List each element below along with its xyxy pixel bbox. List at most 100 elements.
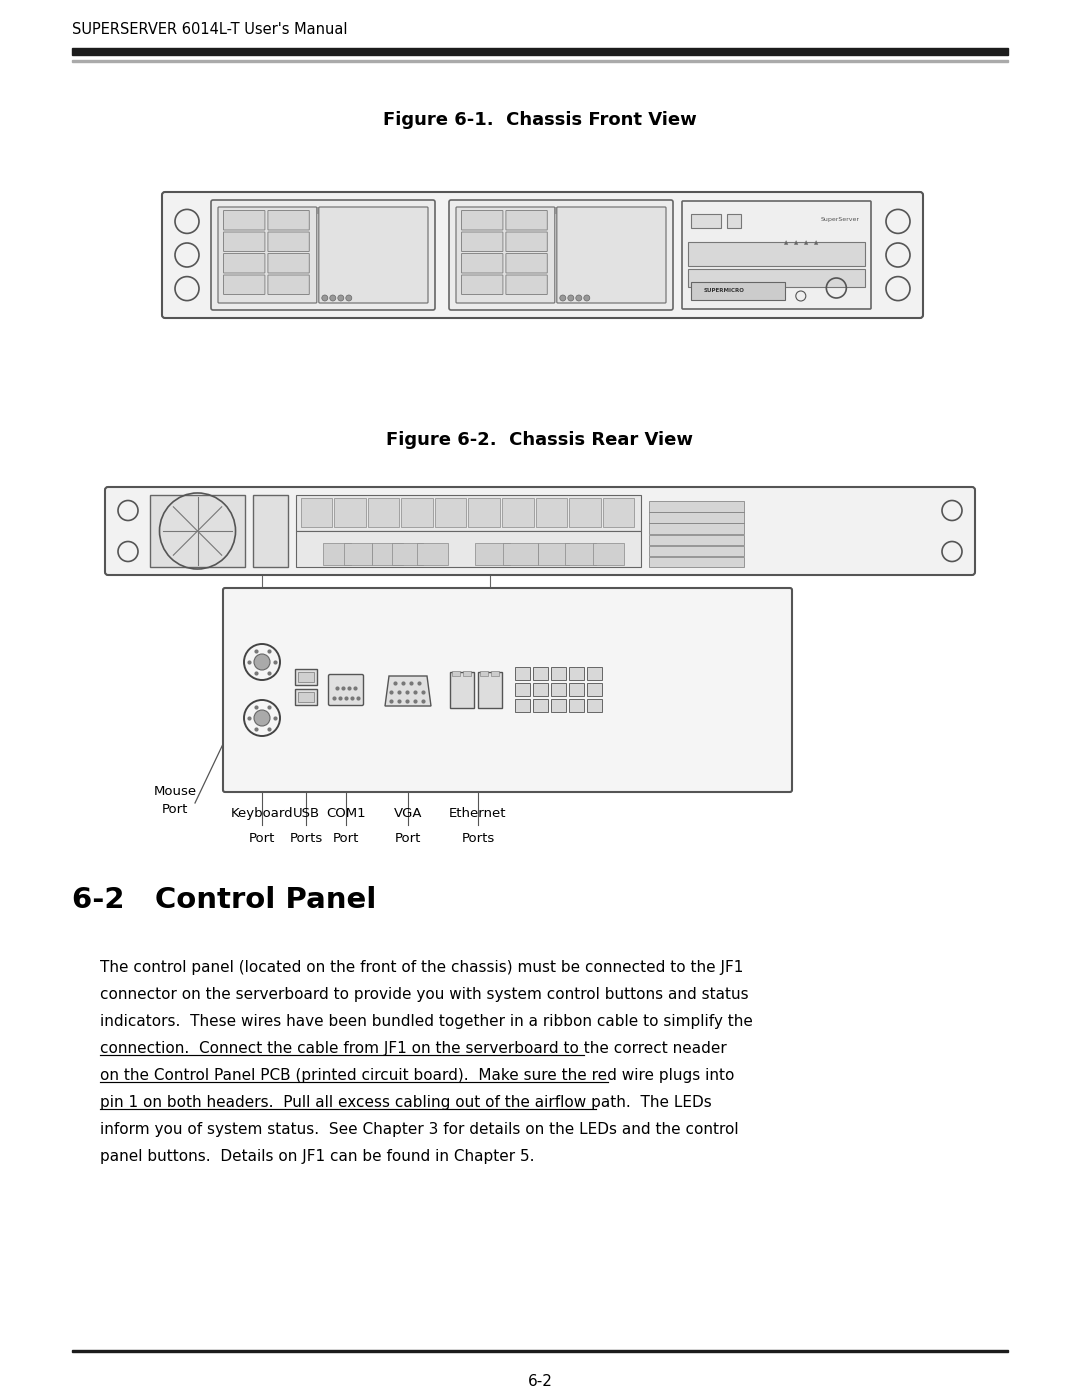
Bar — [515, 683, 530, 696]
FancyBboxPatch shape — [224, 211, 265, 231]
Bar — [727, 214, 741, 228]
Text: VGA: VGA — [394, 807, 422, 820]
Text: panel buttons.  Details on JF1 can be found in Chapter 5.: panel buttons. Details on JF1 can be fou… — [100, 1148, 535, 1164]
FancyBboxPatch shape — [328, 675, 364, 705]
FancyBboxPatch shape — [557, 207, 666, 303]
Circle shape — [568, 295, 573, 300]
Bar — [480, 671, 488, 676]
Bar — [688, 242, 865, 265]
Text: 6-2   Control Panel: 6-2 Control Panel — [72, 886, 376, 914]
Bar — [569, 497, 600, 527]
Text: USB: USB — [293, 807, 320, 820]
Circle shape — [346, 295, 352, 300]
Text: Port: Port — [162, 803, 188, 816]
FancyBboxPatch shape — [268, 253, 309, 272]
Text: inform you of system status.  See Chapter 3 for details on the LEDs and the cont: inform you of system status. See Chapter… — [100, 1122, 739, 1137]
Bar — [515, 698, 530, 712]
Bar — [491, 671, 499, 676]
Text: Sumul: Sumul — [534, 207, 558, 217]
Text: Port: Port — [395, 833, 421, 845]
Bar — [323, 543, 351, 564]
FancyBboxPatch shape — [211, 200, 435, 310]
Bar — [536, 497, 567, 527]
Text: ▲: ▲ — [813, 240, 818, 244]
Bar — [417, 543, 448, 564]
Bar — [534, 683, 548, 696]
Bar — [588, 698, 602, 712]
Bar — [298, 692, 314, 703]
Circle shape — [322, 295, 328, 300]
Bar — [551, 698, 566, 712]
Text: COM1: COM1 — [326, 807, 366, 820]
Text: Mouse: Mouse — [153, 785, 197, 798]
Bar — [469, 497, 500, 527]
FancyBboxPatch shape — [505, 253, 548, 272]
Bar — [565, 543, 596, 564]
FancyBboxPatch shape — [222, 588, 792, 792]
Bar — [538, 543, 569, 564]
FancyBboxPatch shape — [218, 207, 316, 303]
FancyBboxPatch shape — [449, 200, 673, 310]
FancyBboxPatch shape — [268, 232, 309, 251]
Bar — [688, 268, 865, 286]
FancyBboxPatch shape — [461, 253, 503, 272]
Bar — [534, 666, 548, 680]
Bar — [296, 495, 642, 531]
Bar — [345, 543, 372, 564]
Bar — [649, 557, 744, 567]
FancyBboxPatch shape — [224, 253, 265, 272]
FancyBboxPatch shape — [505, 211, 548, 231]
Bar — [372, 543, 403, 564]
Text: ▲: ▲ — [794, 240, 798, 244]
Bar — [649, 546, 744, 556]
FancyBboxPatch shape — [461, 275, 503, 295]
Bar — [649, 524, 744, 534]
Text: Port: Port — [333, 833, 360, 845]
Text: Ethernet: Ethernet — [449, 807, 507, 820]
Text: indicators.  These wires have been bundled together in a ribbon cable to simplif: indicators. These wires have been bundle… — [100, 1014, 753, 1030]
Text: The control panel (located on the front of the chassis) must be connected to the: The control panel (located on the front … — [100, 960, 743, 975]
Bar — [367, 497, 400, 527]
Bar — [551, 666, 566, 680]
Text: ▲: ▲ — [804, 240, 808, 244]
Text: connection.  Connect the cable from JF1 on the serverboard to the correct neader: connection. Connect the cable from JF1 o… — [100, 1041, 727, 1056]
Text: ▲: ▲ — [784, 240, 788, 244]
Text: SuperServer: SuperServer — [821, 218, 860, 222]
Bar — [569, 666, 584, 680]
Circle shape — [254, 710, 270, 726]
Bar — [569, 683, 584, 696]
Text: on the Control Panel PCB (printed circuit board).  Make sure the red wire plugs : on the Control Panel PCB (printed circui… — [100, 1067, 734, 1083]
Circle shape — [576, 295, 582, 300]
Bar — [392, 543, 423, 564]
Circle shape — [254, 654, 270, 671]
Text: Ports: Ports — [289, 833, 323, 845]
Bar — [515, 666, 530, 680]
Bar — [502, 497, 534, 527]
Text: pin 1 on both headers.  Pull all excess cabling out of the airflow path.  The LE: pin 1 on both headers. Pull all excess c… — [100, 1095, 712, 1111]
FancyBboxPatch shape — [268, 211, 309, 231]
Bar — [435, 497, 467, 527]
Circle shape — [559, 295, 566, 300]
Text: Sumul: Sumul — [296, 207, 320, 217]
FancyBboxPatch shape — [461, 232, 503, 251]
Bar — [649, 502, 744, 511]
FancyBboxPatch shape — [461, 211, 503, 231]
FancyBboxPatch shape — [162, 191, 923, 319]
Circle shape — [338, 295, 343, 300]
Bar — [450, 672, 474, 708]
Bar — [475, 543, 510, 564]
Bar — [691, 214, 721, 228]
Bar — [593, 543, 624, 564]
Bar — [296, 531, 642, 567]
FancyBboxPatch shape — [456, 207, 555, 303]
Circle shape — [329, 295, 336, 300]
Bar — [478, 672, 502, 708]
Bar — [463, 671, 471, 676]
Bar — [691, 282, 784, 300]
Text: Keyboard: Keyboard — [231, 807, 294, 820]
Bar — [298, 672, 314, 682]
FancyBboxPatch shape — [224, 232, 265, 251]
FancyBboxPatch shape — [319, 207, 428, 303]
Bar — [72, 60, 1008, 61]
Bar — [603, 497, 634, 527]
